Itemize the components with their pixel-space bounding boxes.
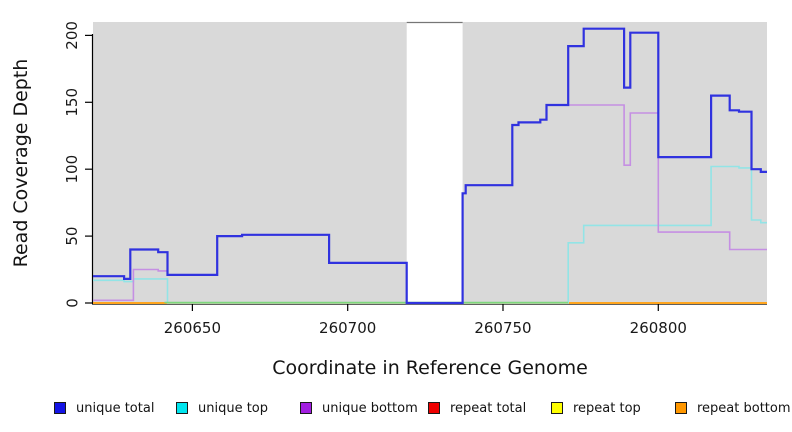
legend-swatch-unique-top: [176, 402, 188, 414]
legend-item-repeat-top: repeat top: [551, 399, 641, 417]
legend-label: unique total: [76, 400, 155, 416]
x-tick-label: 260700: [319, 319, 376, 337]
y-tick-label: 50: [63, 227, 81, 246]
legend-label: unique top: [198, 400, 269, 416]
legend-swatch-repeat-bottom: [675, 402, 687, 414]
legend-swatch-repeat-top: [551, 402, 563, 414]
y-axis-title: Read Coverage Depth: [10, 58, 32, 268]
legend-swatch-repeat-total: [428, 402, 440, 414]
legend-item-repeat-total: repeat total: [428, 399, 526, 417]
x-tick-label: 260650: [164, 319, 221, 337]
x-axis-title: Coordinate in Reference Genome: [272, 357, 588, 379]
legend-label: repeat top: [573, 400, 641, 416]
legend-label: repeat bottom: [697, 400, 791, 416]
no-data-band: [406, 22, 463, 303]
legend: unique total unique top unique bottom repea…: [0, 399, 792, 423]
x-tick-label: 260800: [630, 319, 687, 337]
y-tick-label: 100: [63, 155, 81, 184]
legend-item-unique-top: unique top: [176, 399, 268, 417]
series-unique-total: [93, 27, 767, 305]
legend-label: repeat total: [450, 400, 527, 416]
legend-item-repeat-bottom: repeat bottom: [675, 399, 791, 417]
y-tick-label: 200: [63, 21, 81, 50]
plot-area-svg: 260650 260700 260750 260800 0 50 100 150 200: [63, 21, 767, 337]
legend-label: unique bottom: [322, 400, 418, 416]
x-tick-label: 260750: [474, 319, 531, 337]
y-tick-label: 150: [63, 88, 81, 117]
legend-item-unique-bottom: unique bottom: [300, 399, 418, 417]
legend-item-unique-total: unique total: [54, 399, 154, 417]
y-tick-label: 0: [63, 298, 81, 308]
legend-swatch-unique-bottom: [300, 402, 312, 414]
legend-swatch-unique-total: [54, 402, 66, 414]
